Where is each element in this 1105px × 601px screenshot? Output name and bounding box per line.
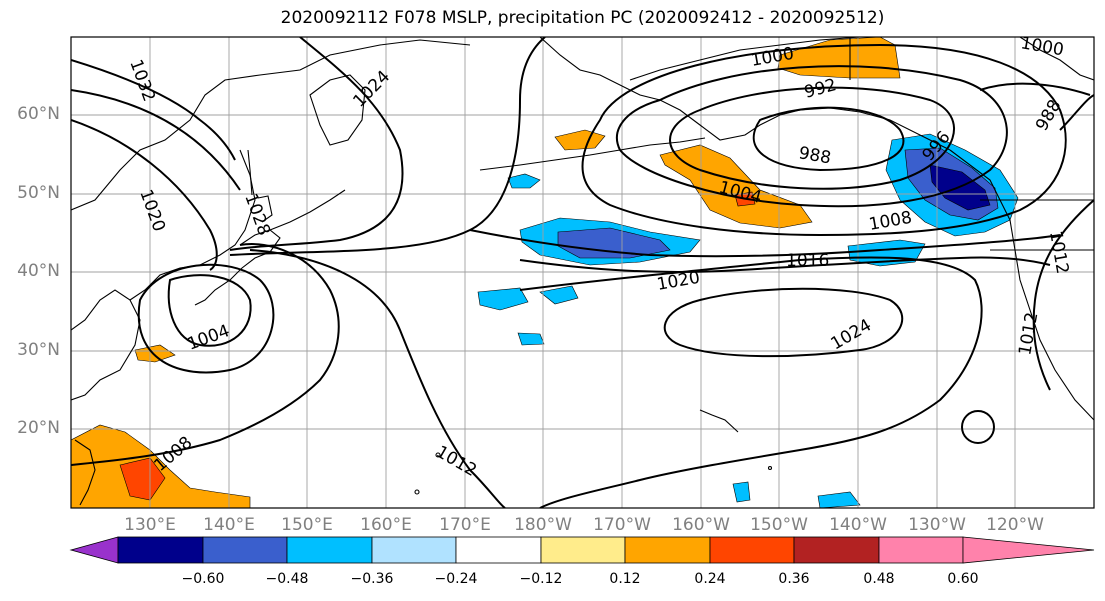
contour-label: 1008 <box>867 208 913 235</box>
lon-label: 160°E <box>360 515 412 535</box>
lon-label: 130°W <box>908 515 966 535</box>
colorbar-segment <box>117 536 204 564</box>
lon-label: 120°W <box>986 515 1044 535</box>
colorbar-tick: 0.12 <box>609 571 641 587</box>
colorbar <box>69 536 1095 564</box>
map-title: 2020092112 F078 MSLP, precipitation PC (… <box>280 8 885 28</box>
map-plot-area: 1032 1024 1020 1028 1004 1008 1012 1000 … <box>71 33 1094 508</box>
lon-label: 160°W <box>672 515 730 535</box>
lon-label: 180°W <box>514 515 572 535</box>
lat-label: 50°N <box>17 183 60 203</box>
contour-label: 1000 <box>1019 33 1065 60</box>
colorbar-extend-low <box>69 536 119 564</box>
lon-label: 170°W <box>593 515 651 535</box>
contour-label: 1004 <box>185 321 232 355</box>
colorbar-tick: −0.12 <box>519 571 563 587</box>
precip-shading <box>71 37 1019 508</box>
lon-label: 170°E <box>439 515 491 535</box>
lon-label: 130°E <box>124 515 176 535</box>
colorbar-segment <box>878 536 964 564</box>
lon-label: 140°E <box>203 515 255 535</box>
colorbar-tick: 0.36 <box>778 571 810 587</box>
colorbar-tick: 0.48 <box>863 571 895 587</box>
colorbar-extend-high <box>962 536 1095 564</box>
contour-label: 1016 <box>786 251 829 271</box>
isobars <box>71 37 1094 508</box>
contour-label: 1012 <box>433 442 480 481</box>
contour-label: 992 <box>802 75 839 103</box>
colorbar-tick: −0.24 <box>434 571 478 587</box>
colorbar-segment <box>540 536 626 564</box>
colorbar-segment <box>286 536 373 564</box>
colorbar-tick: 0.24 <box>694 571 726 587</box>
lat-label: 60°N <box>17 104 60 124</box>
colorbar-tick: −0.36 <box>350 571 394 587</box>
lat-lon-grid <box>71 37 1094 508</box>
contour-label: 1024 <box>349 67 394 112</box>
colorbar-tick: −0.48 <box>265 571 309 587</box>
colorbar-segment <box>793 536 880 564</box>
contour-label: 988 <box>797 143 832 168</box>
coastlines <box>71 37 1094 506</box>
lon-label: 140°W <box>829 515 887 535</box>
colorbar-segment <box>455 536 542 564</box>
colorbar-tick: 0.60 <box>947 571 979 587</box>
colorbar-tick: −0.60 <box>181 571 225 587</box>
contour-label: 1012 <box>1015 311 1042 357</box>
lat-label: 20°N <box>17 418 60 438</box>
map-frame <box>70 36 1095 509</box>
colorbar-segment <box>371 536 457 564</box>
colorbar-segment <box>624 536 711 564</box>
lat-label: 40°N <box>17 261 60 281</box>
lat-label: 30°N <box>17 340 60 360</box>
lon-label: 150°E <box>281 515 333 535</box>
contour-label: 1012 <box>1045 229 1072 275</box>
colorbar-segment <box>202 536 288 564</box>
lon-label: 150°W <box>750 515 808 535</box>
contour-label: 1008 <box>150 433 196 476</box>
colorbar-segment <box>709 536 795 564</box>
